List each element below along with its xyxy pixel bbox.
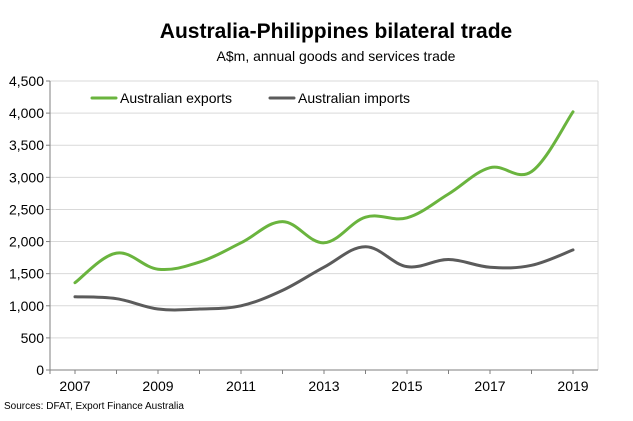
chart-source: Sources: DFAT, Export Finance Australia bbox=[4, 401, 184, 412]
chart-title: Australia-Philippines bilateral trade bbox=[160, 20, 512, 43]
series-line-australian-imports bbox=[73, 245, 575, 312]
y-tick-label: 1,000 bbox=[9, 298, 44, 314]
legend-label-australian-exports: Australian exports bbox=[120, 90, 232, 106]
legend-label-australian-imports: Australian imports bbox=[298, 90, 410, 106]
x-tick-label: 2019 bbox=[557, 378, 588, 394]
y-tick-label: 3,000 bbox=[9, 169, 44, 185]
y-tick-label: 500 bbox=[21, 330, 45, 346]
x-tick-label: 2011 bbox=[226, 378, 256, 394]
y-tick-label: 0 bbox=[36, 362, 44, 378]
chart-subtitle: A$m, annual goods and services trade bbox=[217, 48, 456, 64]
grid-lines bbox=[50, 80, 599, 370]
x-tick-label: 2009 bbox=[142, 378, 173, 394]
x-tick-label: 2015 bbox=[391, 378, 422, 394]
x-tick-label: 2013 bbox=[308, 378, 339, 394]
x-tick-label: 2007 bbox=[59, 378, 90, 394]
series-lines bbox=[73, 110, 575, 312]
y-tick-label: 4,000 bbox=[9, 105, 44, 121]
axes: 0 500 1,000 1,500 2,000 2,500 3,000 3,500 4,000 4… bbox=[9, 73, 598, 394]
y-tick-label: 1,500 bbox=[9, 266, 44, 282]
x-tick-label: 2017 bbox=[474, 378, 505, 394]
series-line-australian-exports bbox=[73, 110, 575, 285]
y-tick-label: 3,500 bbox=[9, 137, 44, 153]
legend: Australian exports Australian imports bbox=[90, 90, 410, 106]
y-tick-label: 2,000 bbox=[9, 234, 44, 250]
y-tick-label: 4,500 bbox=[9, 73, 44, 89]
y-tick-label: 2,500 bbox=[9, 201, 44, 217]
